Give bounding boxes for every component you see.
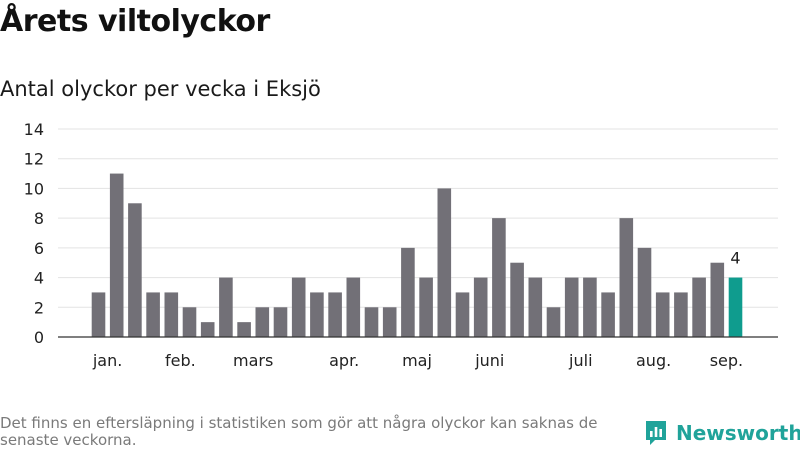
y-tick-label: 14	[24, 120, 44, 139]
bar-chart: 0 2 4 6 8 10 12 14 4 jan. feb. mars apr. maj juni juli a…	[24, 120, 778, 370]
footnote: Det finns en eftersläpning i statistiken…	[0, 414, 598, 449]
bar	[437, 188, 452, 337]
bar	[655, 292, 670, 337]
bar	[291, 277, 306, 337]
x-tick-label: juni	[474, 351, 504, 370]
chart-title: Årets viltolyckor	[0, 4, 270, 39]
bar	[528, 277, 543, 337]
x-tick-label: sep.	[710, 351, 743, 370]
y-tick-label: 4	[34, 269, 44, 288]
bar	[273, 307, 288, 337]
bar	[109, 173, 124, 337]
bar	[164, 292, 179, 337]
chart-subtitle: Antal olyckor per vecka i Eksjö	[0, 77, 321, 101]
bar	[382, 307, 397, 337]
bar	[637, 247, 652, 337]
bar	[710, 262, 725, 337]
bar	[146, 292, 160, 337]
bar	[419, 277, 433, 337]
newsworthy-logo-icon	[646, 421, 666, 445]
bar	[255, 307, 270, 337]
bar	[401, 247, 415, 337]
bar	[510, 262, 524, 337]
brand-logo: Newsworthy	[644, 419, 800, 447]
bar	[473, 277, 488, 337]
bar	[237, 322, 251, 337]
bar	[364, 307, 379, 337]
x-tick-label: mars	[233, 351, 273, 370]
bar	[91, 292, 106, 337]
x-tick-label: juli	[568, 351, 592, 370]
bar	[564, 277, 579, 337]
bar	[200, 322, 215, 337]
x-tick-label: jan.	[92, 351, 122, 370]
y-tick-label: 2	[34, 298, 44, 317]
x-tick-label: feb.	[165, 351, 196, 370]
bar	[310, 292, 324, 337]
bar	[492, 218, 506, 337]
bar	[328, 292, 342, 337]
bar	[219, 277, 233, 337]
bar	[128, 203, 142, 337]
x-tick-label: apr.	[329, 351, 359, 370]
data-label: 4	[730, 249, 740, 268]
bar	[583, 277, 597, 337]
bar	[182, 307, 197, 337]
y-tick-label: 6	[34, 239, 44, 258]
y-tick-label: 0	[34, 328, 44, 347]
y-tick-label: 10	[24, 179, 44, 198]
brand-name: Newsworthy	[676, 421, 800, 445]
y-tick-label: 8	[34, 209, 44, 228]
bar	[619, 218, 634, 337]
bar	[692, 277, 706, 337]
bar	[546, 307, 561, 337]
bar-highlight	[728, 277, 743, 337]
bar	[346, 277, 361, 337]
y-tick-label: 12	[24, 150, 44, 169]
x-tick-label: maj	[402, 351, 432, 370]
x-tick-label: aug.	[636, 351, 671, 370]
bar	[601, 292, 615, 337]
bar	[455, 292, 470, 337]
bar	[674, 292, 688, 337]
